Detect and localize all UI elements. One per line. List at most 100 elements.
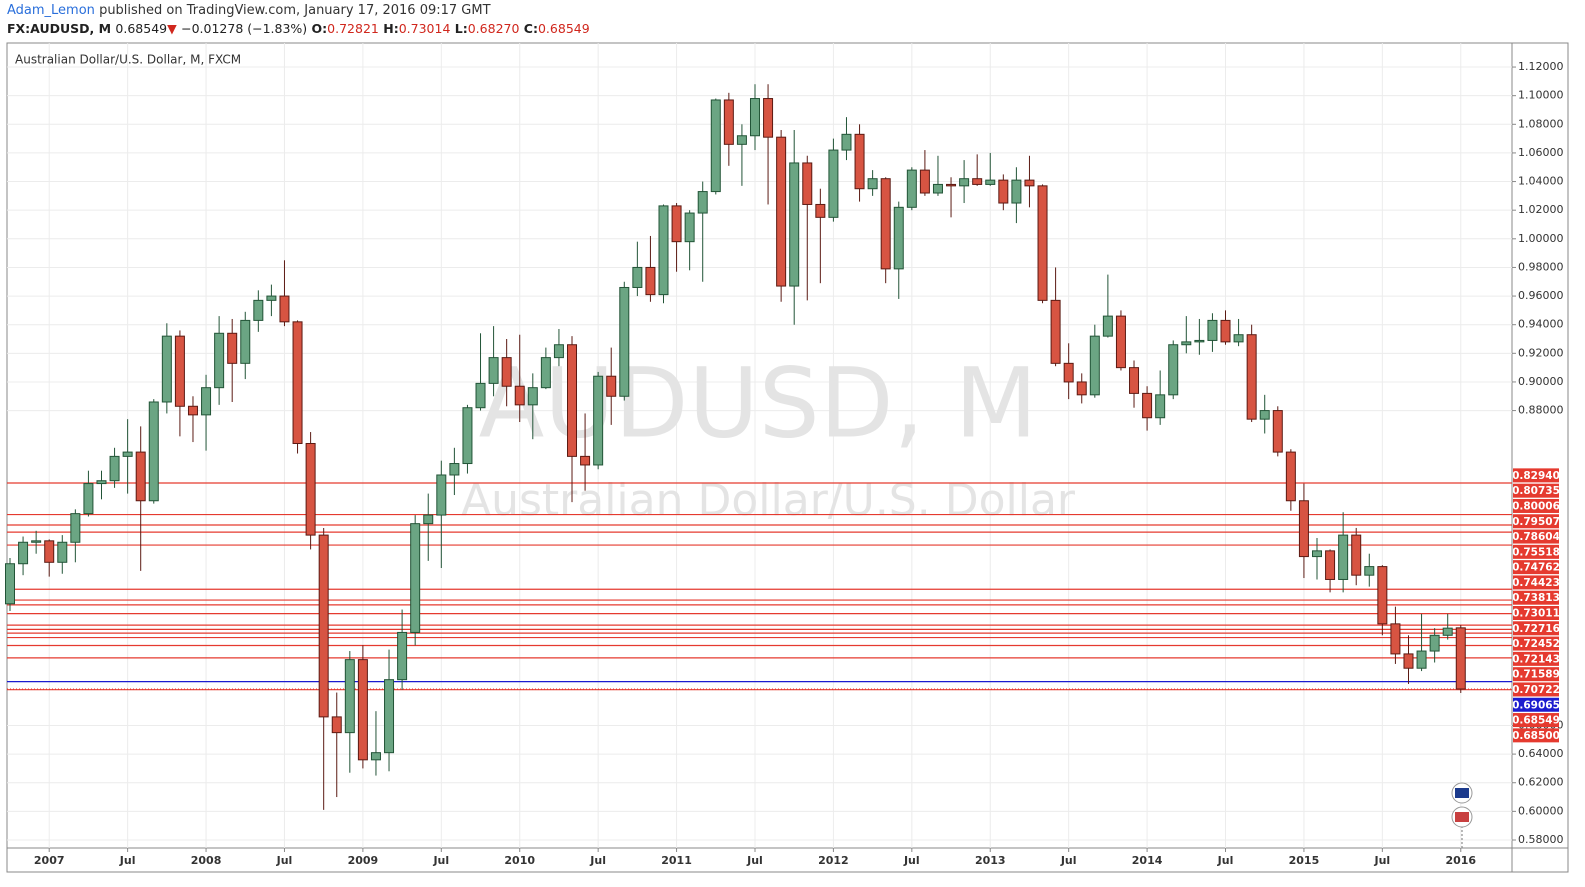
y-tick-label: 0.60000 [1518, 804, 1564, 817]
candle-body [1024, 179, 1035, 187]
x-tick-label: 2012 [818, 854, 849, 867]
candle-body [1207, 319, 1218, 341]
candle-body [553, 344, 564, 359]
candle-body [174, 335, 185, 407]
price-badge [1513, 468, 1559, 483]
candle-body [645, 266, 656, 296]
candle-body [18, 541, 29, 565]
x-tick-label: 2007 [34, 854, 65, 867]
candle-body [253, 299, 264, 321]
candle-body [972, 178, 983, 185]
candle-body [723, 99, 734, 145]
candle-body [684, 212, 695, 243]
candle-body [1429, 634, 1440, 652]
change: −0.01278 (−1.83%) [181, 21, 308, 36]
candle-body [998, 179, 1009, 204]
price-badge [1513, 560, 1559, 575]
y-tick-label: 1.08000 [1518, 117, 1564, 130]
candle-body [423, 514, 434, 525]
candle-body [357, 659, 368, 761]
candle-body [1194, 339, 1205, 343]
candle-body [567, 344, 578, 457]
candle-body [1089, 335, 1100, 396]
low-label: L: [454, 21, 468, 36]
price-badge-label: 0.71589 [1512, 669, 1560, 681]
candle-body [1377, 566, 1388, 625]
candle-body [436, 474, 447, 516]
candle-body [1063, 362, 1074, 383]
price-badge [1513, 713, 1559, 728]
candle-body [749, 98, 760, 137]
header-line: Adam_Lemon published on TradingView.com,… [7, 3, 491, 18]
candle-body [632, 266, 643, 288]
price-badge-label: 0.75518 [1512, 546, 1560, 558]
x-tick-label: 2013 [975, 854, 1006, 867]
candle-body [83, 483, 94, 515]
price-badge-label: 0.70722 [1512, 684, 1560, 696]
price-badge-label: 0.82940 [1512, 470, 1560, 482]
y-tick-label: 0.58000 [1518, 833, 1564, 846]
candle-body [606, 375, 617, 397]
price-badge [1513, 667, 1559, 682]
y-tick-label: 0.96000 [1518, 289, 1564, 302]
candle-body [854, 133, 865, 190]
candle-body [1037, 185, 1048, 301]
price-badge-label: 0.68500 [1512, 730, 1560, 742]
candle-body [122, 451, 133, 457]
candle-body [540, 357, 551, 389]
candle-body [1050, 299, 1061, 364]
candle-body [135, 451, 146, 502]
y-tick-label: 0.90000 [1518, 375, 1564, 388]
price-badge-label: 0.73011 [1512, 607, 1560, 619]
high: 0.73014 [398, 21, 451, 36]
price-badge [1513, 605, 1559, 620]
candle-body [187, 405, 198, 416]
x-tick-label: Jul [903, 854, 920, 867]
candle-body [1298, 500, 1309, 558]
quote-line: FX:AUDUSD, M 0.68549▼ −0.01278 (−1.83%) … [7, 21, 590, 36]
candle-body [318, 534, 329, 718]
y-tick-label: 1.00000 [1518, 232, 1564, 245]
candle-body [593, 375, 604, 466]
candle-body [736, 135, 747, 145]
candle-body [331, 716, 342, 734]
candle-body [292, 321, 303, 444]
candle-body [31, 540, 42, 543]
candle-body [1142, 392, 1153, 419]
candle-body [580, 455, 591, 466]
x-tick-label: Jul [1060, 854, 1077, 867]
candle-body [1220, 319, 1231, 343]
candle-body [148, 401, 159, 502]
price-badge [1513, 728, 1559, 743]
candle-body [449, 463, 460, 476]
candle-body [475, 382, 486, 409]
candle-body [488, 357, 499, 384]
open-label: O: [311, 21, 328, 36]
candle-body [70, 513, 81, 543]
candle-body [96, 480, 107, 485]
price-badge [1513, 483, 1559, 498]
candle-body [227, 332, 238, 364]
candle-body [1102, 315, 1113, 337]
candle-body [1416, 650, 1427, 669]
candle-body [1181, 341, 1192, 346]
published: published on TradingView.com, January 17… [99, 3, 491, 18]
price-badge [1513, 575, 1559, 590]
price-badge-label: 0.72143 [1512, 653, 1560, 665]
price-badge [1513, 590, 1559, 605]
candle-body [527, 387, 538, 406]
candle-body [906, 169, 917, 208]
last: 0.68549 [115, 21, 168, 36]
candle-body [397, 631, 408, 681]
candle-body [1390, 623, 1401, 655]
candle-body [462, 407, 473, 465]
close: 0.68549 [537, 21, 590, 36]
y-tick-label: 0.92000 [1518, 346, 1564, 359]
price-badge [1513, 498, 1559, 513]
candle-body [1272, 410, 1283, 453]
author[interactable]: Adam_Lemon [7, 3, 95, 18]
candle-body [776, 136, 787, 287]
candle-body [410, 523, 421, 633]
symbol: FX:AUDUSD, M [7, 21, 112, 36]
candle-body [880, 178, 891, 270]
